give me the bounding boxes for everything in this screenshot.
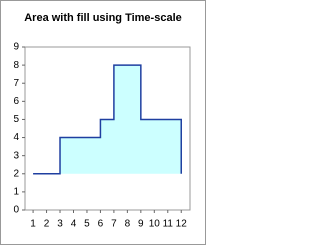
y-tick-label: 0: [13, 205, 19, 216]
x-tick-label: 3: [57, 219, 63, 230]
y-tick-label: 5: [13, 114, 19, 125]
x-tick-label: 6: [98, 219, 104, 230]
y-tick-label: 3: [13, 150, 19, 161]
x-tick-label: 4: [71, 219, 77, 230]
x-tick-label: 9: [138, 219, 144, 230]
y-tick-label: 6: [13, 96, 19, 107]
x-tick-label: 10: [149, 219, 161, 230]
y-tick-label: 1: [13, 187, 19, 198]
x-tick-label: 8: [125, 219, 131, 230]
x-tick-label: 2: [44, 219, 50, 230]
y-tick-label: 9: [13, 42, 19, 53]
x-tick-label: 5: [84, 219, 90, 230]
y-tick-label: 2: [13, 168, 19, 179]
area-line: [33, 64, 182, 175]
chart: Area with fill using Time-scale 01234567…: [0, 0, 206, 245]
y-tick-label: 4: [13, 132, 19, 143]
x-tick-label: 7: [111, 219, 117, 230]
x-tick-label: 11: [163, 219, 174, 230]
x-tick-label: 1: [30, 219, 36, 230]
chart-title: Area with fill using Time-scale: [24, 12, 182, 24]
x-tick-label: 12: [176, 219, 188, 230]
y-tick-label: 7: [13, 78, 19, 89]
y-tick-label: 8: [13, 60, 19, 71]
